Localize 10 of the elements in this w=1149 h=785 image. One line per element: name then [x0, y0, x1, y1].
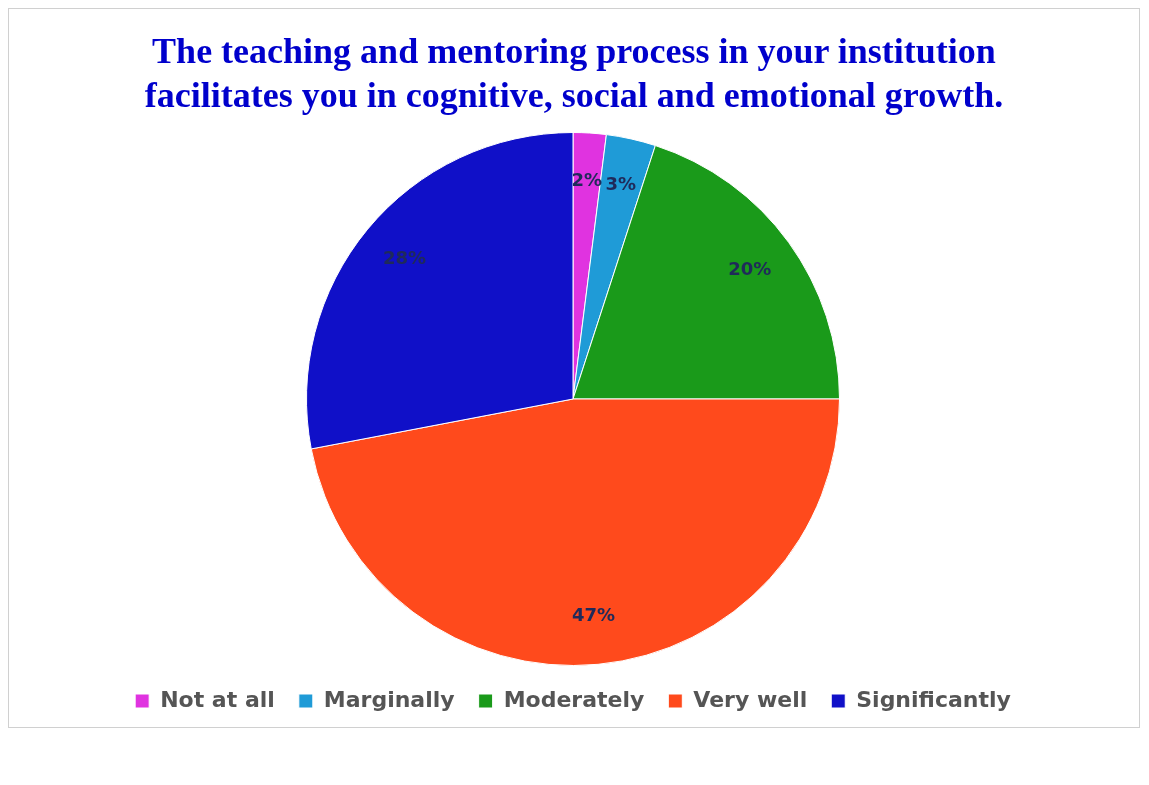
legend-label: Significantly [856, 686, 1011, 712]
legend-label: Not at all [160, 686, 275, 712]
data-label: 28% [383, 247, 427, 269]
legend-label: Marginally [323, 686, 455, 712]
legend-label: Moderately [503, 686, 645, 712]
data-label: 3% [605, 173, 636, 195]
data-label: 47% [572, 604, 616, 626]
data-label: 20% [728, 258, 772, 280]
chart-title: The teaching and mentoring process in your institution facilitates you in cognitive, social and emotional growth. [143, 30, 1005, 117]
legend-label: Very well [693, 686, 808, 712]
